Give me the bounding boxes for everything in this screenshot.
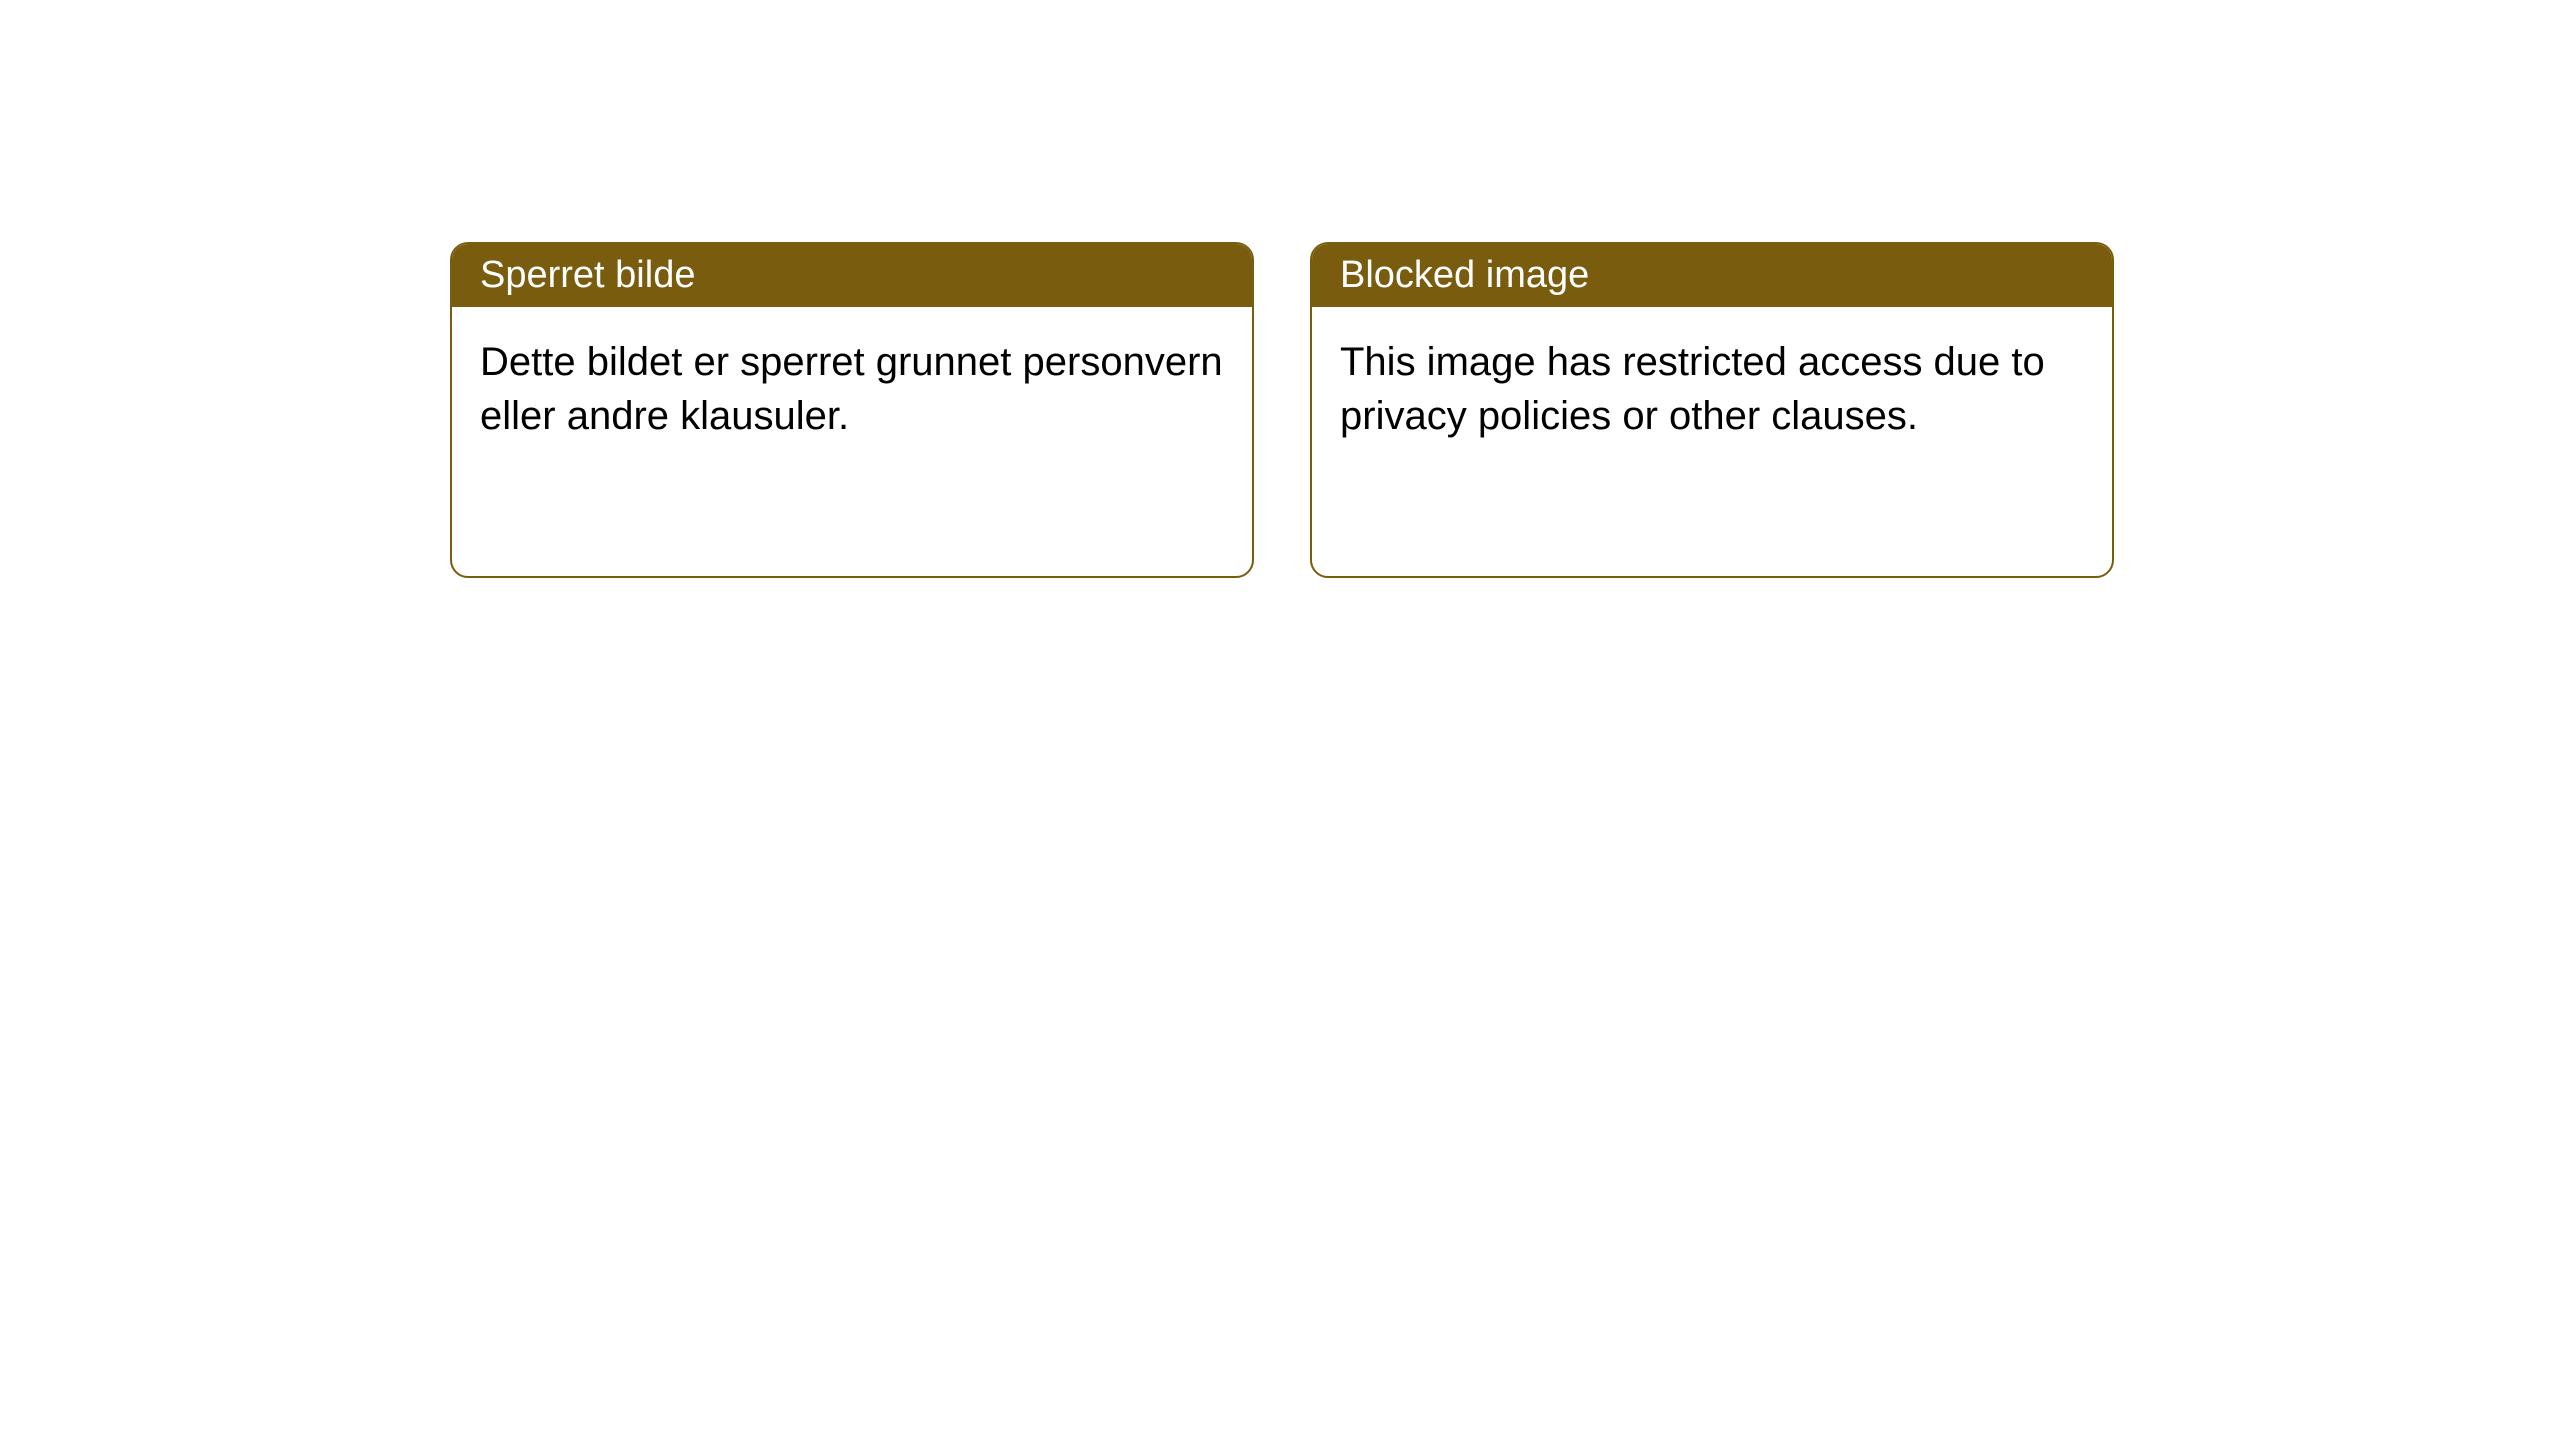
notice-body: Dette bildet er sperret grunnet personve… <box>452 307 1252 471</box>
notice-header: Sperret bilde <box>452 244 1252 307</box>
notice-title: Blocked image <box>1340 254 1589 296</box>
notice-header: Blocked image <box>1312 244 2112 307</box>
notice-message: Dette bildet er sperret grunnet personve… <box>480 340 1223 438</box>
notice-message: This image has restricted access due to … <box>1340 340 2045 438</box>
notice-container: Sperret bilde Dette bildet er sperret gr… <box>0 0 2560 578</box>
notice-card-english: Blocked image This image has restricted … <box>1310 242 2114 578</box>
notice-title: Sperret bilde <box>480 254 695 296</box>
notice-card-norwegian: Sperret bilde Dette bildet er sperret gr… <box>450 242 1254 578</box>
notice-body: This image has restricted access due to … <box>1312 307 2112 471</box>
